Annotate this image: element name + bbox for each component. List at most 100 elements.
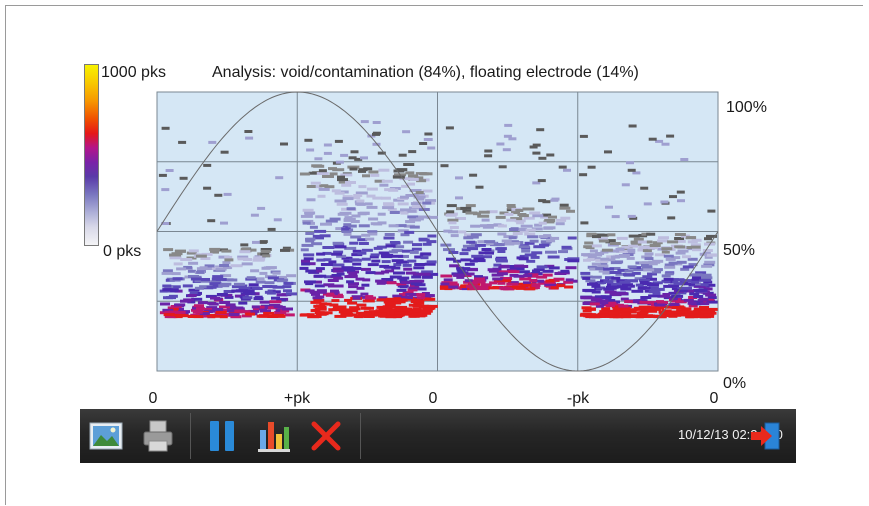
- pd-cluster-mark: [169, 253, 181, 257]
- pd-cluster-mark: [210, 250, 219, 254]
- pd-cluster-mark: [416, 293, 426, 297]
- pd-cluster-mark: [636, 311, 648, 315]
- pd-cluster-mark: [545, 279, 555, 283]
- pd-cluster-mark: [377, 221, 387, 225]
- pd-cluster-mark: [398, 255, 409, 258]
- pd-cluster-mark: [252, 307, 264, 311]
- pd-cluster-mark: [325, 219, 338, 223]
- image-button[interactable]: [88, 418, 124, 454]
- pd-cluster-mark: [674, 239, 686, 243]
- pd-outlier-mark: [632, 171, 641, 175]
- pd-cluster-mark: [480, 283, 492, 287]
- pd-cluster-mark: [350, 196, 361, 200]
- pd-cluster-mark: [534, 223, 543, 227]
- pd-cluster-mark: [174, 310, 186, 314]
- pd-cluster-mark: [200, 257, 211, 260]
- pd-cluster-mark: [616, 285, 628, 289]
- statistics-button[interactable]: [256, 418, 292, 454]
- pd-cluster-mark: [312, 296, 323, 300]
- pd-cluster-mark: [352, 267, 362, 270]
- pd-cluster-mark: [282, 285, 292, 289]
- pd-cluster-mark: [339, 211, 352, 215]
- pd-cluster-mark: [439, 285, 449, 289]
- pd-cluster-mark: [377, 212, 386, 216]
- pd-cluster-mark: [478, 251, 490, 255]
- pd-cluster-mark: [320, 263, 333, 266]
- pd-cluster-mark: [219, 315, 228, 319]
- pd-cluster-mark: [335, 227, 346, 231]
- pd-cluster-mark: [227, 309, 235, 313]
- pd-outlier-mark: [314, 157, 323, 161]
- pd-cluster-mark: [394, 307, 403, 310]
- pd-cluster-mark: [585, 279, 596, 283]
- pd-outlier-mark: [408, 150, 417, 154]
- pd-cluster-mark: [668, 303, 680, 306]
- pd-cluster-mark: [582, 288, 595, 292]
- pd-cluster-mark: [174, 303, 186, 307]
- pd-outlier-mark: [550, 198, 559, 202]
- pd-cluster-mark: [650, 268, 662, 272]
- pd-cluster-mark: [542, 273, 553, 277]
- pd-cluster-mark: [591, 284, 601, 288]
- print-button[interactable]: [140, 418, 176, 454]
- pd-cluster-mark: [412, 272, 424, 276]
- pd-outlier-mark: [203, 186, 212, 190]
- pd-outlier-mark: [626, 161, 634, 165]
- pd-cluster-mark: [219, 264, 230, 267]
- pd-cluster-mark: [201, 252, 213, 256]
- pd-cluster-mark: [507, 281, 519, 285]
- pd-cluster-mark: [252, 258, 265, 262]
- pd-cluster-mark: [347, 165, 360, 169]
- pd-cluster-mark: [225, 303, 236, 307]
- pd-cluster-mark: [366, 194, 376, 198]
- pd-cluster-mark: [311, 269, 323, 273]
- pd-cluster-mark: [405, 292, 417, 296]
- pd-cluster-mark: [506, 282, 519, 286]
- pd-cluster-mark: [609, 278, 620, 282]
- pd-cluster-mark: [401, 281, 412, 285]
- pd-cluster-mark: [695, 271, 707, 275]
- pd-cluster-mark: [650, 307, 661, 310]
- pd-cluster-mark: [484, 240, 496, 244]
- exit-button[interactable]: [748, 418, 784, 454]
- pd-cluster-mark: [536, 275, 548, 279]
- pd-cluster-mark: [627, 265, 637, 269]
- pd-cluster-mark: [373, 246, 383, 250]
- pd-cluster-mark: [511, 241, 521, 245]
- pd-outlier-mark: [627, 214, 636, 218]
- close-button[interactable]: [308, 418, 344, 454]
- pd-cluster-mark: [358, 169, 366, 173]
- pd-cluster-mark: [497, 232, 507, 236]
- pd-cluster-mark: [302, 221, 311, 225]
- pd-cluster-mark: [228, 313, 239, 316]
- pd-cluster-mark: [401, 296, 413, 299]
- pd-cluster-mark: [542, 213, 552, 217]
- pd-cluster-mark: [329, 303, 339, 307]
- pd-cluster-mark: [221, 265, 233, 269]
- pd-cluster-mark: [403, 267, 413, 271]
- pd-cluster-mark: [543, 234, 552, 238]
- pd-cluster-mark: [365, 314, 374, 318]
- pd-cluster-mark: [521, 283, 532, 287]
- pd-cluster-mark: [532, 279, 544, 283]
- pd-cluster-mark: [487, 268, 500, 272]
- pd-cluster-mark: [396, 309, 407, 313]
- pd-cluster-mark: [422, 189, 433, 193]
- pd-cluster-mark: [529, 279, 538, 282]
- pd-cluster-mark: [603, 267, 615, 271]
- pd-cluster-mark: [427, 272, 439, 276]
- pd-cluster-mark: [391, 298, 400, 302]
- pd-cluster-mark: [397, 276, 410, 280]
- pd-cluster-mark: [170, 285, 181, 289]
- pd-cluster-mark: [403, 307, 413, 311]
- pause-button[interactable]: [204, 418, 240, 454]
- pd-cluster-mark: [174, 249, 186, 253]
- pd-cluster-mark: [642, 275, 653, 279]
- pd-cluster-mark: [209, 247, 221, 251]
- pd-cluster-mark: [307, 221, 315, 225]
- pd-cluster-mark: [395, 224, 407, 228]
- pd-cluster-mark: [405, 171, 415, 175]
- pd-cluster-mark: [603, 287, 615, 291]
- pd-cluster-mark: [440, 274, 453, 278]
